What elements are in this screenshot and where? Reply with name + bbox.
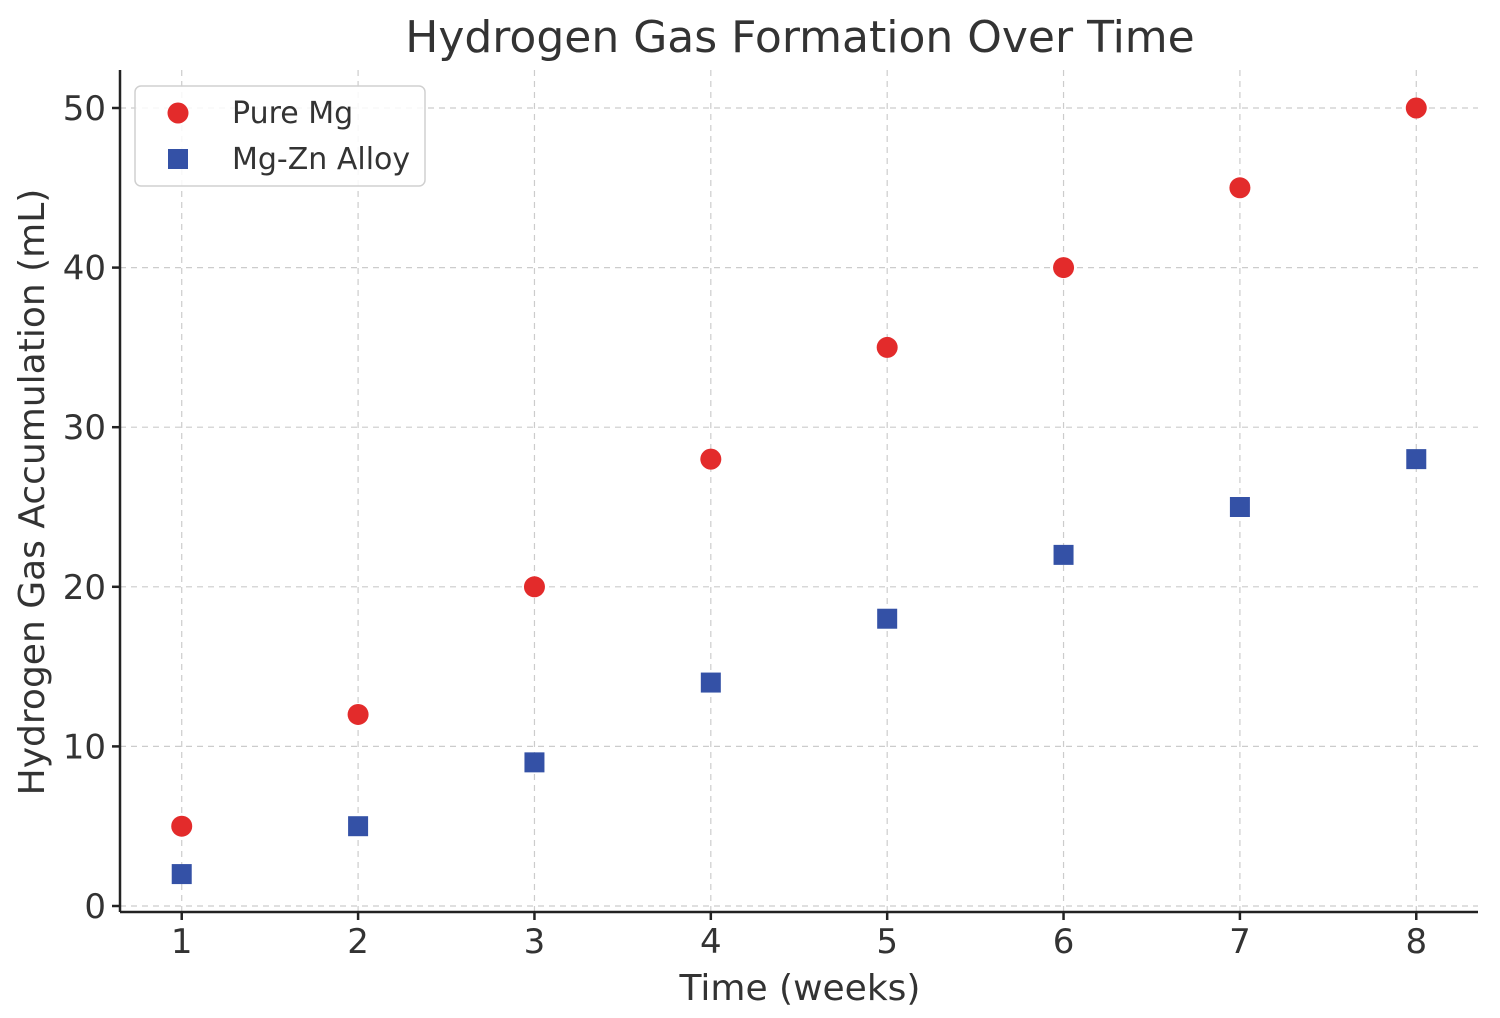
x-tick-label: 4 bbox=[700, 922, 722, 962]
legend-box bbox=[134, 85, 426, 187]
pure-mg-point bbox=[1053, 257, 1075, 279]
mg-zn-alloy-point bbox=[171, 864, 192, 885]
x-tick-label: 3 bbox=[524, 922, 546, 962]
x-tick-label: 1 bbox=[171, 922, 193, 962]
pure-mg-point bbox=[876, 336, 898, 358]
mg-zn-alloy-point bbox=[877, 608, 898, 629]
legend-marker-pure-mg bbox=[167, 102, 189, 124]
x-tick-label: 6 bbox=[1053, 922, 1075, 962]
y-tick-label: 0 bbox=[84, 887, 106, 927]
pure-mg-point bbox=[1405, 97, 1427, 119]
mg-zn-alloy-point bbox=[1229, 497, 1250, 517]
grid-layer bbox=[120, 70, 1478, 912]
y-tick-label: 50 bbox=[63, 89, 106, 129]
x-tick-label: 5 bbox=[876, 922, 898, 962]
chart-title: Hydrogen Gas Formation Over Time bbox=[405, 12, 1195, 63]
x-tick-label: 8 bbox=[1405, 922, 1427, 962]
pure-mg-point bbox=[700, 448, 722, 470]
y-tick-label: 30 bbox=[63, 408, 106, 448]
y-tick-label: 10 bbox=[63, 727, 106, 767]
pure-mg-point bbox=[1229, 177, 1251, 199]
mg-zn-alloy-point bbox=[348, 816, 369, 837]
pure-mg-point bbox=[347, 703, 369, 725]
mg-zn-alloy-point bbox=[524, 752, 545, 773]
y-axis-label: Hydrogen Gas Accumulation (mL) bbox=[12, 189, 53, 796]
mg-zn-alloy-point bbox=[700, 672, 721, 693]
marks-layer bbox=[171, 97, 1427, 885]
mg-zn-alloy-point bbox=[1406, 449, 1427, 470]
y-tick-label: 40 bbox=[63, 249, 106, 289]
legend-label-pure-mg: Pure Mg bbox=[232, 96, 353, 131]
legend-marker-mg-zn-alloy bbox=[168, 149, 188, 169]
x-axis-label: Time (weeks) bbox=[679, 968, 921, 1009]
legend: Pure Mg Mg-Zn Alloy bbox=[134, 85, 426, 187]
mg-zn-alloy-point bbox=[1053, 544, 1074, 565]
pure-mg-point bbox=[171, 815, 193, 837]
axes-layer: 1 2 3 4 5 6 7 8 0 10 20 30 40 50 bbox=[63, 70, 1478, 962]
x-tick-label: 2 bbox=[347, 922, 369, 962]
pure-mg-point bbox=[523, 576, 545, 598]
x-tick-label: 7 bbox=[1229, 922, 1251, 962]
y-tick-label: 20 bbox=[63, 568, 106, 608]
legend-label-mg-zn-alloy: Mg-Zn Alloy bbox=[232, 142, 410, 177]
